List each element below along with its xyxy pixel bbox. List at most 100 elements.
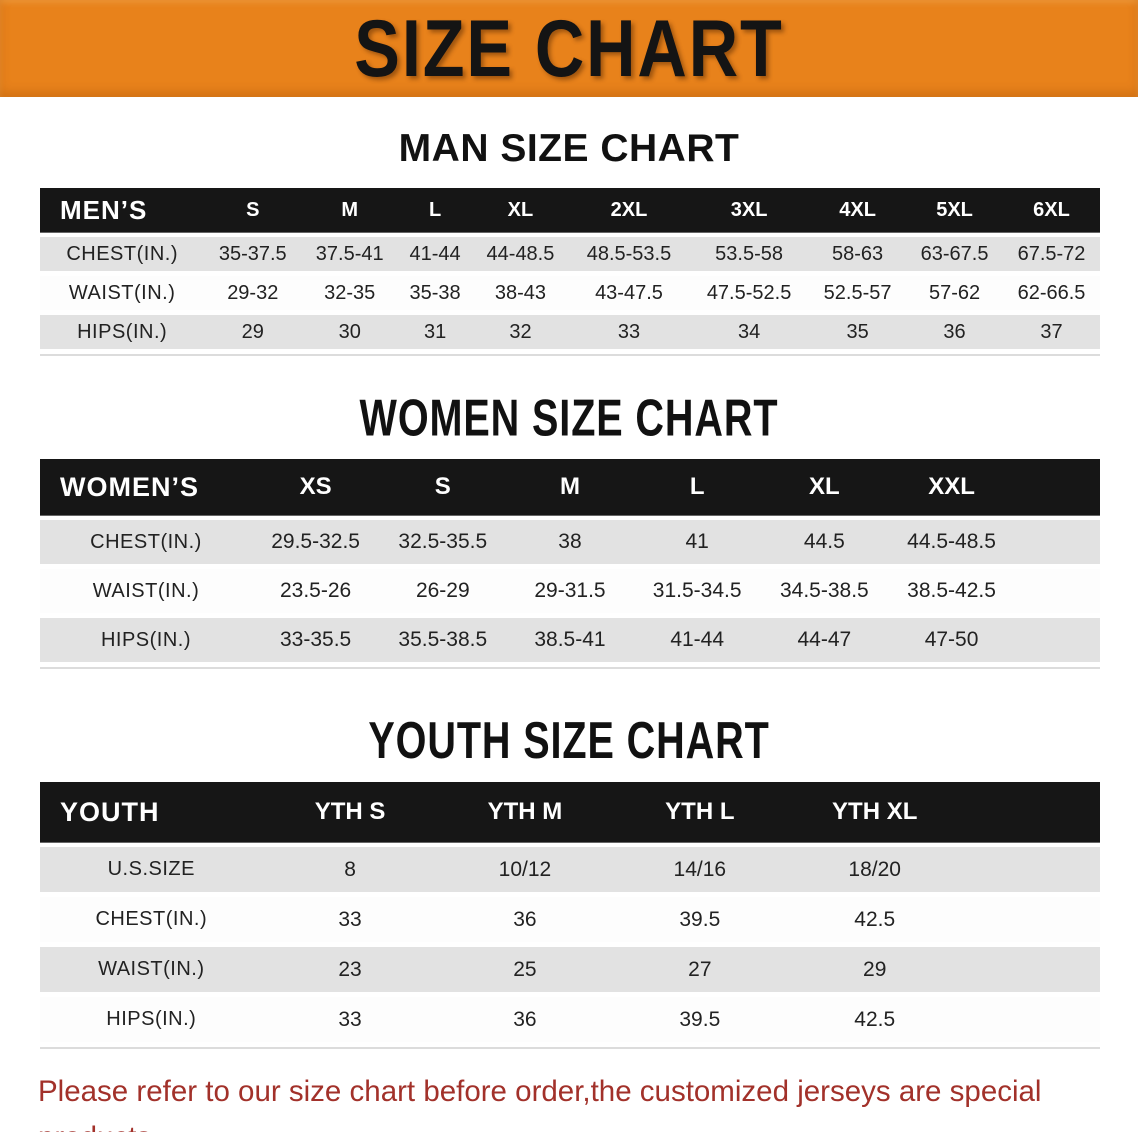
value-cell: 47.5-52.5 <box>689 276 810 310</box>
table-row: WAIST(IN.) 23.5-26 26-29 29-31.5 31.5-34.5 34… <box>40 569 1100 613</box>
page-title: SIZE CHART <box>354 3 784 94</box>
column-header: L <box>398 188 472 232</box>
value-cell: 36 <box>437 897 613 942</box>
filler-cell <box>962 782 1100 842</box>
value-cell: 33 <box>262 997 438 1042</box>
filler-cell <box>1015 618 1100 662</box>
column-header: YTH M <box>437 782 613 842</box>
value-cell: 44-47 <box>760 618 888 662</box>
table-label: WOMEN’S <box>40 459 253 515</box>
value-cell: 38.5-42.5 <box>887 569 1016 613</box>
value-cell: 44.5 <box>760 520 888 564</box>
value-cell: 35.5-38.5 <box>379 618 507 662</box>
row-label: HIPS(IN.) <box>40 315 205 349</box>
filler-cell <box>1015 569 1100 613</box>
value-cell: 47-50 <box>887 618 1016 662</box>
header-row: MEN’S S M L XL 2XL 3XL 4XL 5XL 6XL <box>40 188 1100 232</box>
value-cell: 35 <box>809 315 907 349</box>
value-cell: 41 <box>633 520 761 564</box>
value-cell: 33 <box>262 897 438 942</box>
value-cell: 58-63 <box>809 237 907 271</box>
filler-cell <box>1015 459 1100 515</box>
value-cell: 32.5-35.5 <box>379 520 507 564</box>
value-cell: 42.5 <box>787 997 963 1042</box>
value-cell: 42.5 <box>787 897 963 942</box>
row-label: HIPS(IN.) <box>40 997 263 1042</box>
men-size-table: MEN’S S M L XL 2XL 3XL 4XL 5XL 6XL CHEST(IN.) 35-37… <box>40 183 1100 356</box>
column-header: 2XL <box>568 188 690 232</box>
value-cell: 29-32 <box>204 276 302 310</box>
value-cell: 43-47.5 <box>568 276 690 310</box>
value-cell: 41-44 <box>633 618 761 662</box>
row-label: CHEST(IN.) <box>40 897 263 942</box>
disclaimer-text: Please refer to our size chart before or… <box>38 1069 1108 1132</box>
section-men: MAN SIZE CHART MEN’S S M L XL 2XL 3XL 4XL 5XL 6XL… <box>0 127 1138 356</box>
column-header: 6XL <box>1003 188 1100 232</box>
value-cell: 23 <box>262 947 438 992</box>
value-cell: 29 <box>787 947 963 992</box>
row-label: WAIST(IN.) <box>40 947 263 992</box>
row-label: CHEST(IN.) <box>40 237 205 271</box>
value-cell: 18/20 <box>787 847 963 892</box>
header-row: YOUTH YTH S YTH M YTH L YTH XL <box>40 782 1100 842</box>
column-header: S <box>204 188 302 232</box>
section-youth: YOUTH SIZE CHART YOUTH YTH S YTH M YTH L YTH… <box>0 711 1138 1049</box>
value-cell: 63-67.5 <box>906 237 1004 271</box>
value-cell: 37.5-41 <box>301 237 399 271</box>
row-label: U.S.SIZE <box>40 847 263 892</box>
value-cell: 36 <box>906 315 1004 349</box>
row-label: CHEST(IN.) <box>40 520 253 564</box>
value-cell: 57-62 <box>906 276 1004 310</box>
table-label: YOUTH <box>40 782 263 842</box>
table-row: CHEST(IN.) 29.5-32.5 32.5-35.5 38 41 44.5 44.5… <box>40 520 1100 564</box>
value-cell: 44.5-48.5 <box>887 520 1016 564</box>
value-cell: 30 <box>301 315 399 349</box>
value-cell: 39.5 <box>612 897 788 942</box>
filler-cell <box>962 947 1100 992</box>
women-size-table: WOMEN’S XS S M L XL XXL CHEST(IN.) 29.5-32.5 32.5… <box>40 454 1100 669</box>
value-cell: 37 <box>1003 315 1100 349</box>
column-header: 5XL <box>906 188 1004 232</box>
value-cell: 26-29 <box>379 569 507 613</box>
row-label: HIPS(IN.) <box>40 618 253 662</box>
filler-cell <box>962 997 1100 1042</box>
column-header: S <box>379 459 507 515</box>
value-cell: 31.5-34.5 <box>633 569 761 613</box>
value-cell: 35-38 <box>398 276 472 310</box>
column-header: XL <box>760 459 888 515</box>
table-row: HIPS(IN.) 29 30 31 32 33 34 35 36 37 <box>40 315 1100 349</box>
column-header: XXL <box>887 459 1016 515</box>
column-header: XL <box>471 188 569 232</box>
column-header: YTH L <box>612 782 788 842</box>
value-cell: 44-48.5 <box>471 237 569 271</box>
value-cell: 10/12 <box>437 847 613 892</box>
table-row: U.S.SIZE 8 10/12 14/16 18/20 <box>40 847 1100 892</box>
filler-cell <box>1015 520 1100 564</box>
value-cell: 31 <box>398 315 472 349</box>
youth-section-heading-text: YOUTH SIZE CHART <box>368 711 770 770</box>
value-cell: 62-66.5 <box>1003 276 1100 310</box>
header-row: WOMEN’S XS S M L XL XXL <box>40 459 1100 515</box>
value-cell: 38-43 <box>471 276 569 310</box>
value-cell: 25 <box>437 947 613 992</box>
value-cell: 41-44 <box>398 237 472 271</box>
value-cell: 14/16 <box>612 847 788 892</box>
table-row: CHEST(IN.) 35-37.5 37.5-41 41-44 44-48.5 48.5… <box>40 237 1100 271</box>
table-row: HIPS(IN.) 33 36 39.5 42.5 <box>40 997 1100 1042</box>
value-cell: 53.5-58 <box>689 237 810 271</box>
row-label: WAIST(IN.) <box>40 276 205 310</box>
youth-section-heading: YOUTH SIZE CHART <box>0 711 1138 770</box>
men-section-heading-text: MAN SIZE CHART <box>398 127 740 170</box>
value-cell: 29 <box>204 315 302 349</box>
filler-cell <box>962 897 1100 942</box>
men-section-heading: MAN SIZE CHART <box>0 127 1138 171</box>
value-cell: 34 <box>689 315 810 349</box>
column-header: YTH S <box>262 782 438 842</box>
value-cell: 38.5-41 <box>506 618 634 662</box>
value-cell: 48.5-53.5 <box>568 237 690 271</box>
value-cell: 35-37.5 <box>204 237 302 271</box>
women-section-heading-text: WOMEN SIZE CHART <box>359 388 779 447</box>
value-cell: 23.5-26 <box>252 569 380 613</box>
value-cell: 34.5-38.5 <box>760 569 888 613</box>
